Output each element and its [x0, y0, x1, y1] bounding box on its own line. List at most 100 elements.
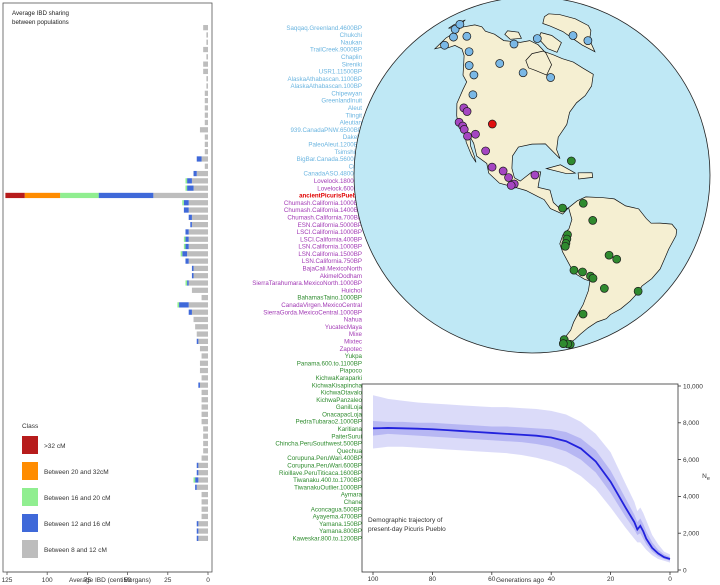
bar-segment [191, 214, 208, 220]
sample-point [518, 68, 528, 78]
population-label: AlaskaAthabascan.100BP [290, 83, 362, 90]
sample-point [504, 173, 513, 182]
sample-point [569, 265, 579, 275]
bar-segment [206, 83, 208, 89]
population-label: CanadaASO.4800BP [304, 171, 362, 178]
population-label: LSN.California.1000BP [298, 244, 362, 251]
sample-point [487, 162, 497, 172]
population-label: Chipewyan [331, 90, 362, 97]
sample-point [468, 90, 478, 100]
bar-segment [193, 265, 208, 272]
population-label: Dakelh [343, 134, 363, 141]
bar-segment [203, 426, 208, 432]
landmass-hispaniola [577, 172, 594, 180]
population-label: GreenlandInuit [321, 98, 362, 105]
population-label: KichwaPanzaleo [316, 397, 362, 404]
population-label: Tiwanaku.400.to.1700BP [293, 477, 362, 484]
bar-segment [185, 185, 188, 191]
bar-segment [198, 477, 208, 483]
sample-point [612, 254, 622, 264]
bar-segment [196, 528, 199, 534]
bar-segment [204, 112, 208, 118]
sample-point [568, 31, 578, 40]
sample-point [578, 198, 588, 208]
bar-segment [196, 331, 208, 337]
bar-segment [198, 521, 208, 527]
bar-segment [195, 477, 199, 483]
bar-segment [206, 39, 208, 45]
population-label: PaleoAleut.1200BP [308, 142, 362, 149]
bar-segment [198, 470, 208, 476]
bar-segment [204, 141, 208, 148]
sample-point [498, 166, 508, 176]
population-label: TiwanakuOutlier.1000BP [294, 484, 362, 491]
legend-label: >32 cM [44, 443, 66, 450]
bar-segment [201, 389, 208, 396]
bar-chart-title: Average IBD sharing [12, 10, 70, 17]
population-label: PedraTubarao2.1000BP [295, 419, 362, 426]
population-label: PaiterSurui [331, 433, 362, 440]
bar-segment [185, 229, 189, 235]
population-label: Piapoco [340, 368, 363, 375]
line-y-axis-label: Ne [702, 473, 710, 482]
population-label: YucatecMaya [325, 324, 363, 331]
bar-segment [199, 382, 208, 388]
bar-segment [204, 149, 208, 155]
line-x-tick-label: 80 [429, 576, 437, 583]
population-label: Corupuna.PeruWari.600BP [287, 463, 362, 470]
bar-segment [199, 346, 208, 352]
inner-confidence-band [373, 420, 670, 561]
population-label: ESN.California.5000BP [298, 222, 362, 229]
bar-segment [5, 192, 25, 199]
bar-segment [185, 258, 189, 264]
population-label: Kaweskar.800.to.1200BP [293, 535, 363, 542]
bar-segment [198, 462, 208, 469]
population-label: Karitiana [338, 426, 363, 433]
population-label: LSCI.California.1000BP [297, 229, 362, 236]
bar-segment [193, 316, 208, 323]
population-label: Yamana.150BP [319, 521, 362, 528]
sample-point [558, 339, 568, 348]
population-label: Nahua [344, 317, 363, 324]
population-label: GanilLoja [336, 404, 363, 411]
legend-swatch [22, 514, 38, 532]
bar-segment [201, 294, 208, 301]
bar-segment [206, 32, 208, 38]
bar-x-tick-label: 25 [164, 577, 172, 584]
sample-point [469, 70, 479, 80]
bar-segment [183, 207, 189, 213]
legend-swatch [22, 436, 38, 454]
sample-point [440, 40, 449, 50]
population-label: Tsimshian [334, 149, 362, 156]
sample-point [462, 31, 472, 41]
population-label: KichwaKisapincha [312, 382, 363, 389]
line-y-tick-label: 2,000 [683, 531, 700, 538]
bar-segment [182, 200, 184, 206]
sample-point [566, 156, 576, 166]
legend-swatch [22, 488, 38, 506]
population-label: Corupuna.PeruWari.400BP [287, 455, 362, 462]
landmass-cuba [545, 164, 577, 175]
bar-segment [179, 302, 189, 308]
bar-segment [201, 404, 208, 410]
line-x-tick-label: 0 [668, 576, 672, 583]
bar-segment [187, 178, 192, 184]
bar-segment [193, 477, 196, 483]
bar-segment [201, 506, 208, 512]
line-y-tick-label: 0 [683, 567, 687, 574]
line-annotation: present-day Picuris Pueblo [368, 526, 446, 533]
population-label: AkimelOodham [320, 273, 362, 280]
population-label: Mixe [349, 331, 363, 338]
population-label: Chumash.California.1000BP [284, 200, 362, 207]
bar-segment [191, 287, 208, 293]
population-label: ancientPicurisPueblo [299, 193, 362, 200]
population-label: Zapotec [340, 346, 362, 353]
population-label: KichwaOtavalo [321, 390, 363, 397]
sample-point [588, 273, 598, 283]
population-label: LSCI.California.400BP [300, 236, 362, 243]
line-x-tick-label: 100 [368, 576, 379, 583]
sample-point [506, 181, 516, 190]
bar-segment [196, 484, 208, 490]
